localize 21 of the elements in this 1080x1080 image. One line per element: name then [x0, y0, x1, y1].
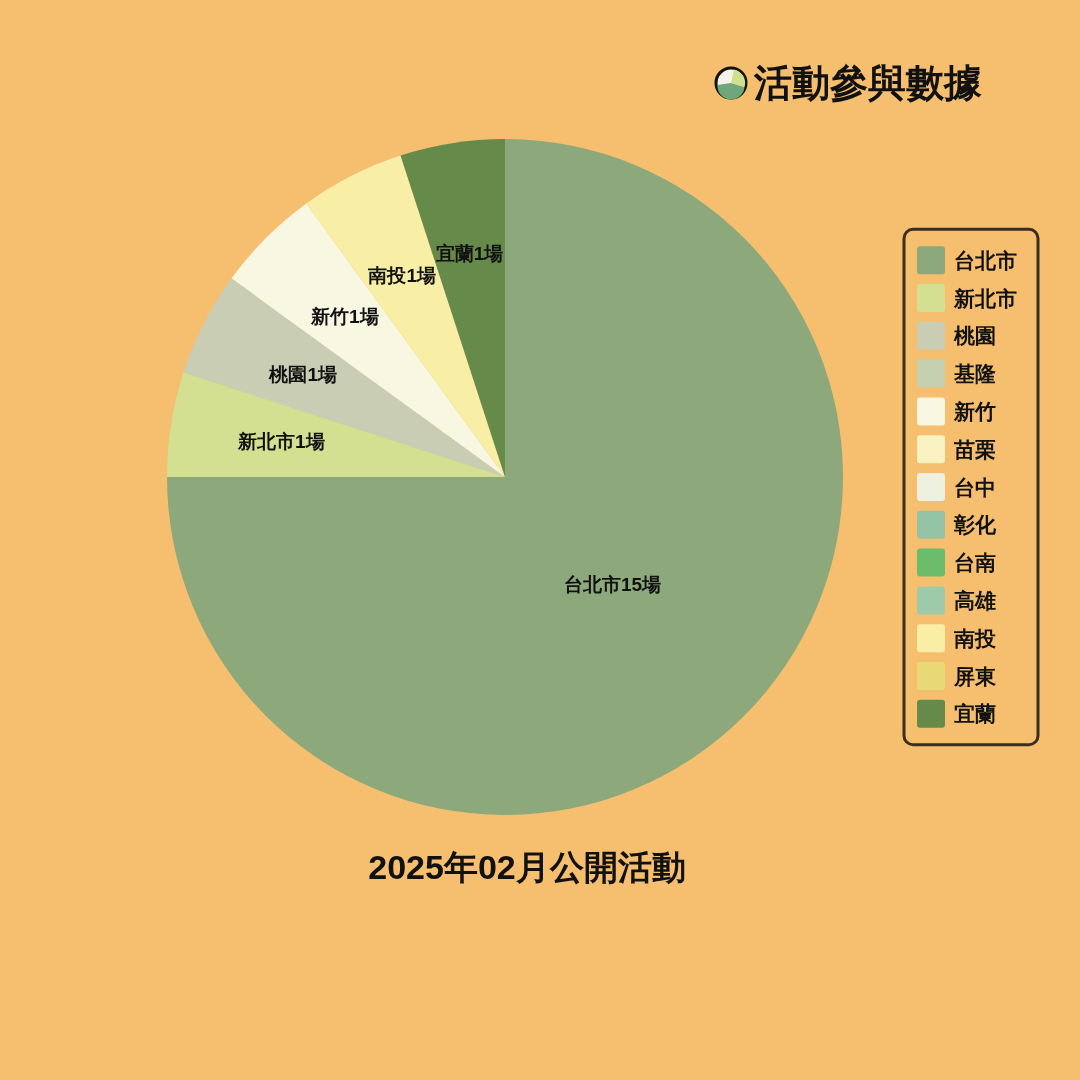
- legend-label: 高雄: [954, 588, 996, 612]
- data-label: 台北市15場: [563, 574, 662, 596]
- legend-label: 桃園: [953, 324, 996, 348]
- legend-label: 苗栗: [953, 437, 996, 461]
- legend-label: 新北市: [953, 286, 1017, 310]
- data-label: 新北市1場: [237, 431, 325, 453]
- text: 2025年02月公開活動: [368, 848, 686, 886]
- legend-label: 屏東: [953, 664, 996, 688]
- legend-label: 彰化: [953, 513, 997, 537]
- legend-label: 基隆: [953, 362, 996, 386]
- legend-label: 台中: [954, 475, 996, 499]
- legend-label: 台南: [954, 551, 996, 575]
- chart-title: 活動參與數據: [753, 62, 982, 104]
- data-label: 南投1場: [367, 264, 436, 286]
- data-label: 宜蘭1場: [435, 242, 504, 264]
- legend-label: 南投: [953, 626, 997, 650]
- data-label: 新竹1場: [310, 306, 379, 328]
- legend-label: 宜蘭: [954, 702, 996, 726]
- data-label: 桃園1場: [268, 363, 338, 385]
- legend-label: 新竹: [953, 399, 996, 423]
- legend-label: 台北市: [954, 248, 1017, 272]
